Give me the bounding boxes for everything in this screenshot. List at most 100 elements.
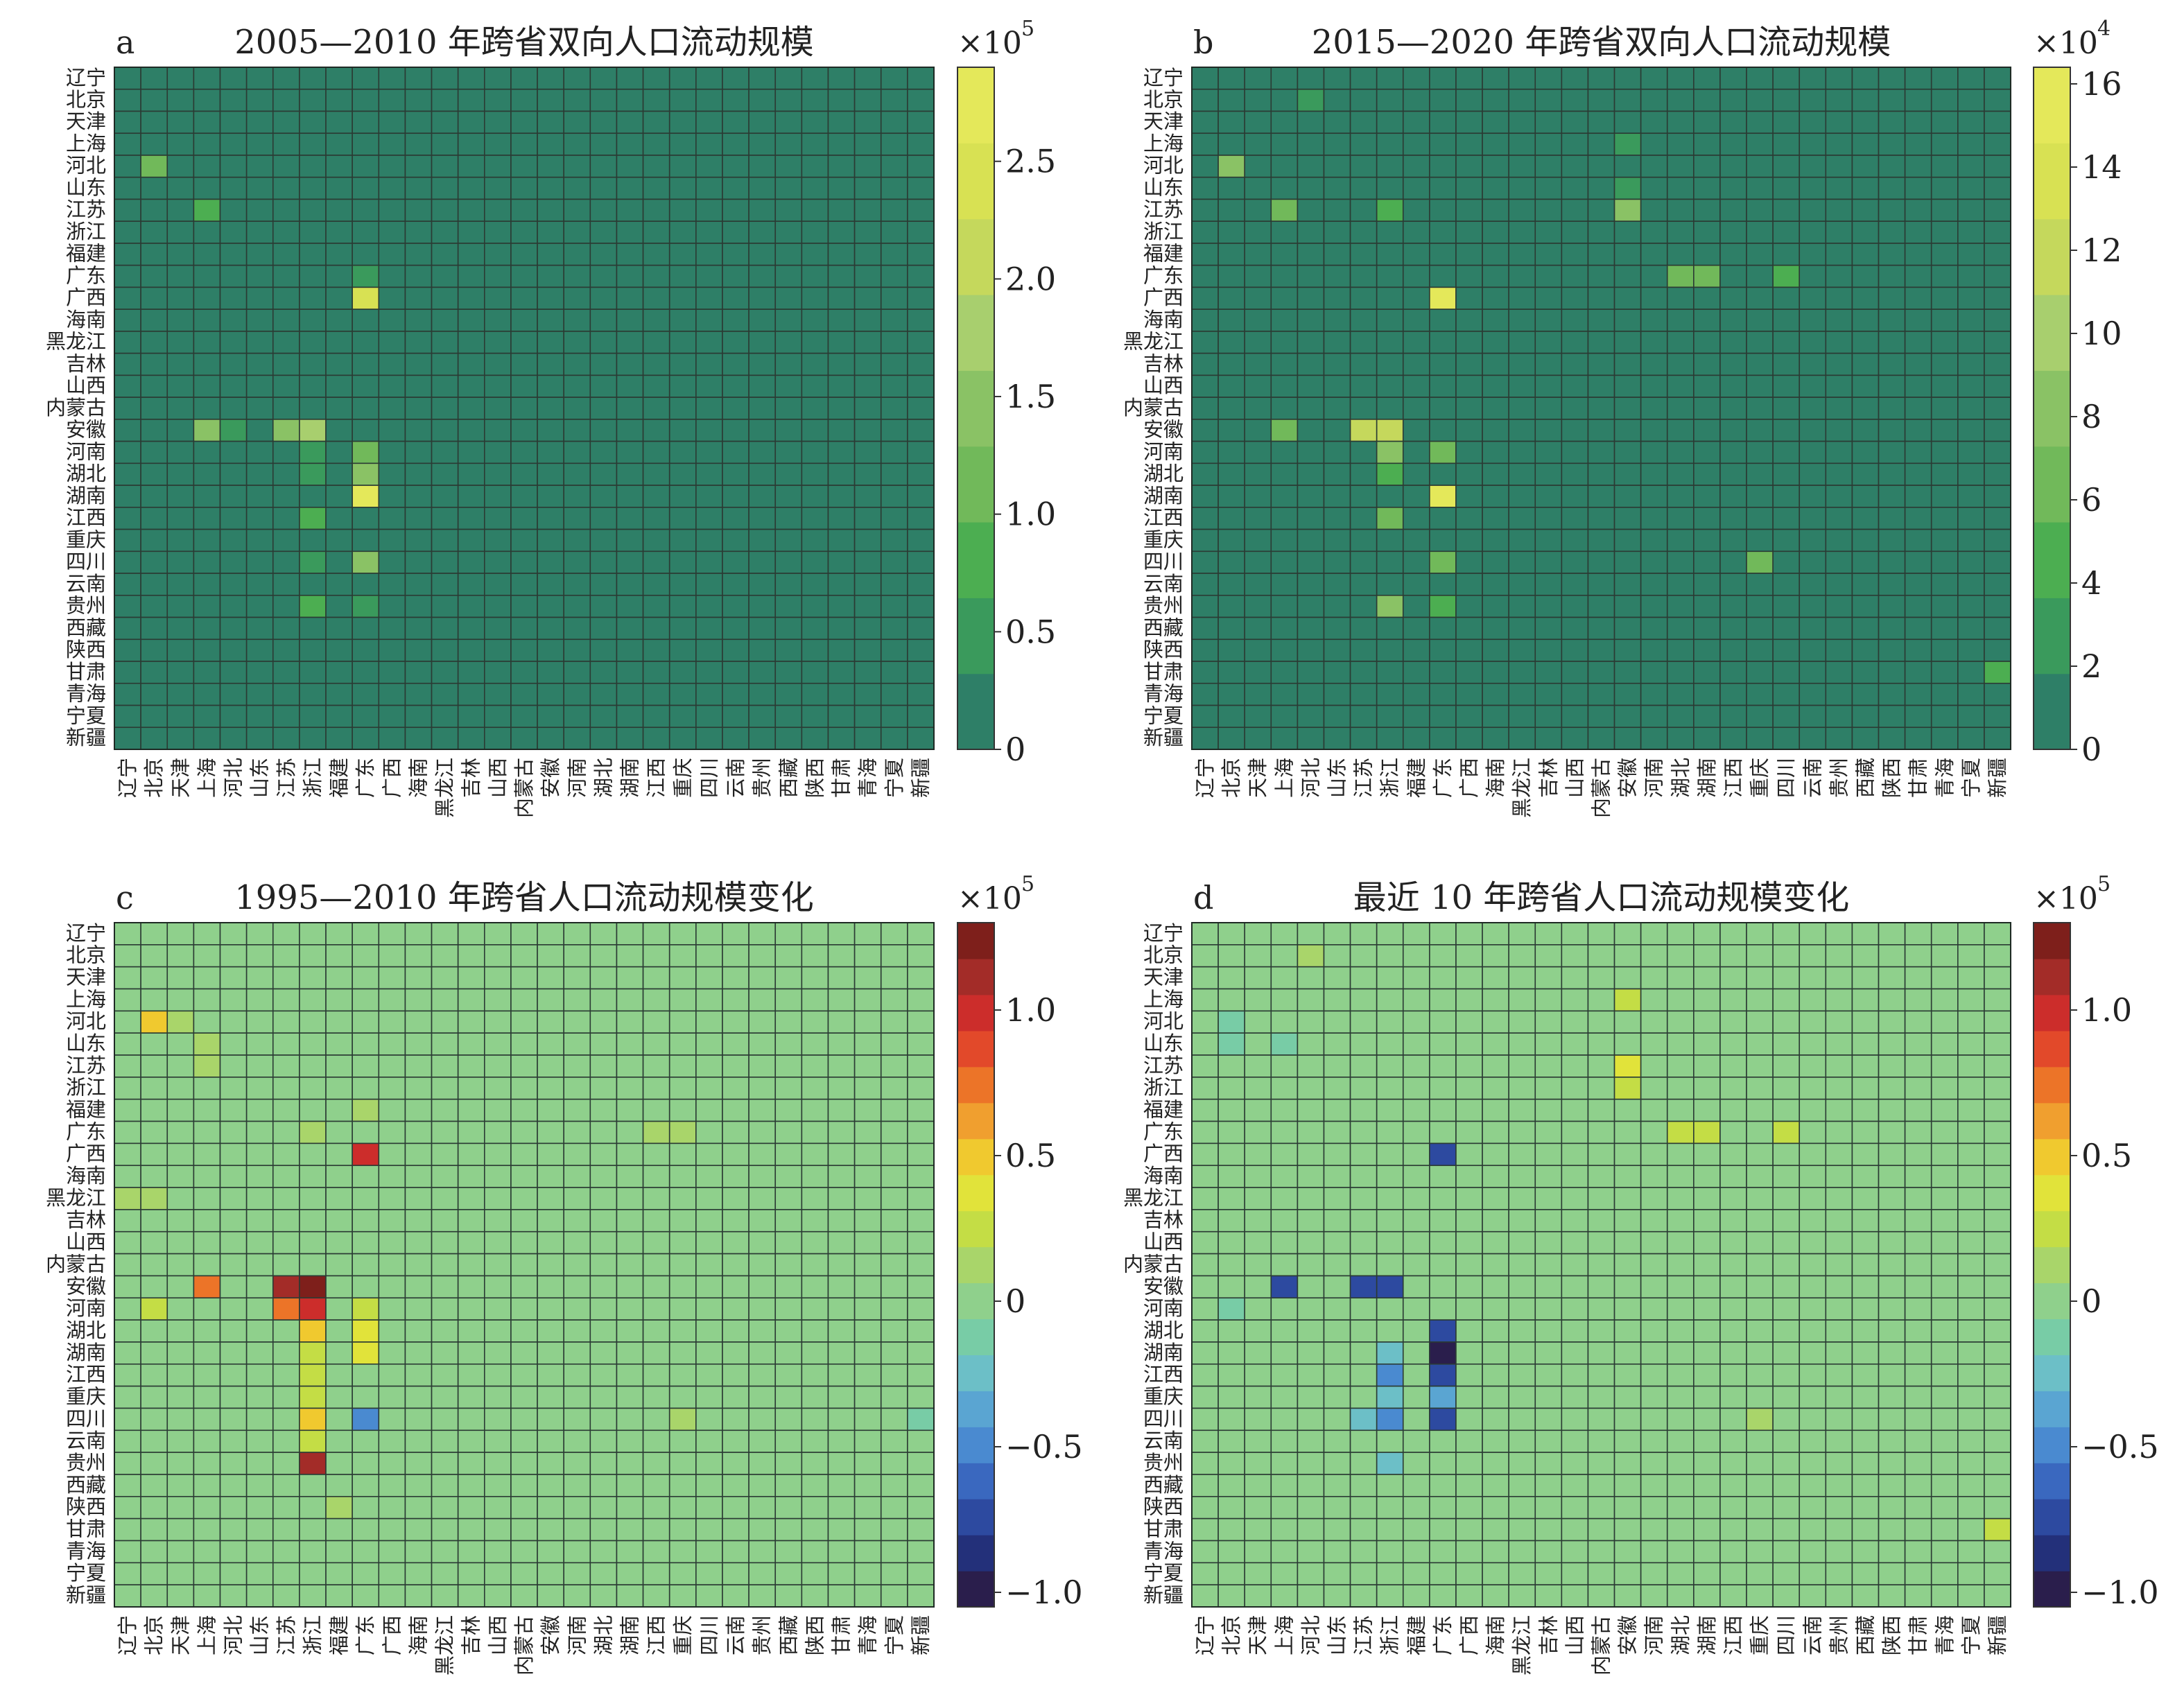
heatmap-cell: [378, 1077, 406, 1100]
heatmap-cell: [1508, 616, 1536, 641]
heatmap-cell: [1825, 132, 1853, 156]
heatmap-cell: [1851, 1120, 1880, 1145]
heatmap-cell: [1930, 308, 1959, 332]
heatmap-cell: [1613, 1165, 1642, 1188]
heatmap-cell: [668, 726, 697, 750]
heatmap-cell: [1376, 704, 1404, 729]
heatmap-cell: [1799, 704, 1827, 729]
heatmap-cell: [1957, 550, 1985, 574]
heatmap-cell: [1746, 485, 1774, 508]
heatmap-cell: [484, 595, 512, 618]
colorbar-segment: [2034, 218, 2070, 295]
heatmap-cell: [1482, 704, 1509, 729]
heatmap-cell: [616, 462, 644, 486]
heatmap-cell: [748, 1120, 777, 1145]
heatmap-cell: [774, 1253, 803, 1277]
heatmap-cell: [1799, 1230, 1827, 1255]
heatmap-cell: [1482, 462, 1509, 486]
heatmap-cell: [431, 1407, 459, 1431]
heatmap-cell: [1719, 220, 1747, 244]
heatmap-cell: [1957, 616, 1985, 641]
heatmap-cell: [1244, 198, 1272, 222]
heatmap-cell: [1825, 1496, 1853, 1520]
heatmap-cell: [1561, 1496, 1589, 1520]
chart-title: 1995—2010 年跨省人口流动规模变化: [234, 878, 814, 917]
heatmap-cell: [616, 1429, 644, 1453]
heatmap-cell: [140, 1452, 168, 1475]
heatmap-cell: [1376, 220, 1404, 244]
heatmap-cell: [616, 595, 644, 618]
heatmap-cell: [1878, 573, 1906, 596]
heatmap-cell: [1376, 1165, 1404, 1188]
heatmap-cell: [827, 966, 856, 990]
heatmap-cell: [1297, 264, 1325, 288]
heatmap-cell: [219, 1054, 248, 1078]
heatmap-cell: [1772, 1010, 1801, 1034]
heatmap-cell: [140, 573, 168, 596]
heatmap-cell: [1851, 1407, 1880, 1431]
heatmap-cell: [1297, 1098, 1325, 1122]
heatmap-cell: [1455, 988, 1483, 1012]
heatmap-cell: [1323, 220, 1351, 244]
heatmap-cell: [1640, 1165, 1668, 1188]
heatmap-cell: [1323, 1540, 1351, 1564]
y-tick-label: 内蒙古: [46, 1252, 106, 1276]
heatmap-cell: [1719, 988, 1747, 1012]
x-tick-label: 甘肃: [830, 1615, 853, 1655]
heatmap-cell: [563, 988, 591, 1012]
heatmap-cell: [1244, 352, 1272, 376]
x-tick-label: 新疆: [909, 1615, 933, 1655]
heatmap-cell: [404, 1474, 433, 1497]
heatmap-cell: [510, 1032, 538, 1056]
heatmap-cell: [378, 397, 406, 420]
heatmap-cell: [1799, 243, 1827, 266]
heatmap-cell: [1587, 331, 1615, 354]
colorbar-segment: [957, 1499, 994, 1535]
heatmap-cell: [853, 286, 882, 310]
heatmap-cell: [642, 1032, 670, 1056]
heatmap-cell: [1376, 110, 1404, 134]
heatmap-cell: [801, 462, 829, 486]
colorbar-segment: [957, 446, 994, 523]
heatmap-cell: [431, 528, 459, 552]
heatmap-cell: [1613, 944, 1642, 968]
x-tick-label: 广东: [354, 1615, 377, 1655]
heatmap-cell: [1693, 922, 1721, 946]
heatmap-cell: [219, 595, 248, 618]
heatmap-cell: [1904, 374, 1932, 398]
heatmap-cell: [272, 1452, 300, 1475]
heatmap-cell: [695, 616, 723, 641]
heatmap-cell: [695, 1077, 723, 1100]
heatmap-cell: [1587, 1474, 1615, 1497]
heatmap-cell: [1772, 661, 1801, 684]
heatmap-cell: [299, 682, 327, 706]
heatmap-cell: [1534, 1054, 1563, 1078]
heatmap-cell: [1534, 1230, 1563, 1255]
heatmap-cell: [853, 1407, 882, 1431]
heatmap-cell: [801, 286, 829, 310]
heatmap-cell: [219, 67, 248, 90]
heatmap-cell: [1693, 1209, 1721, 1233]
heatmap-cell: [114, 1496, 141, 1520]
heatmap-cell: [1270, 485, 1299, 508]
heatmap-cell: [1984, 1032, 2011, 1056]
heatmap-cell: [193, 944, 221, 968]
heatmap-cell: [166, 397, 195, 420]
heatmap-cell: [1957, 1584, 1985, 1608]
heatmap-cell: [1746, 550, 1774, 574]
heatmap-cell: [1746, 616, 1774, 641]
heatmap-cell: [299, 1187, 327, 1210]
heatmap-cell: [1376, 726, 1404, 750]
y-tick-label: 云南: [66, 1429, 106, 1452]
heatmap-cell: [1191, 176, 1219, 200]
heatmap-cell: [1666, 507, 1695, 530]
y-tick-label: 青海: [66, 1539, 106, 1563]
heatmap-cell: [484, 1230, 512, 1255]
heatmap-cell: [431, 661, 459, 684]
heatmap-cell: [563, 1098, 591, 1122]
heatmap-cell: [1640, 966, 1668, 990]
heatmap-cell: [1508, 264, 1536, 288]
heatmap-cell: [140, 1407, 168, 1431]
heatmap-cell: [537, 198, 564, 222]
heatmap-cell: [880, 1474, 908, 1497]
